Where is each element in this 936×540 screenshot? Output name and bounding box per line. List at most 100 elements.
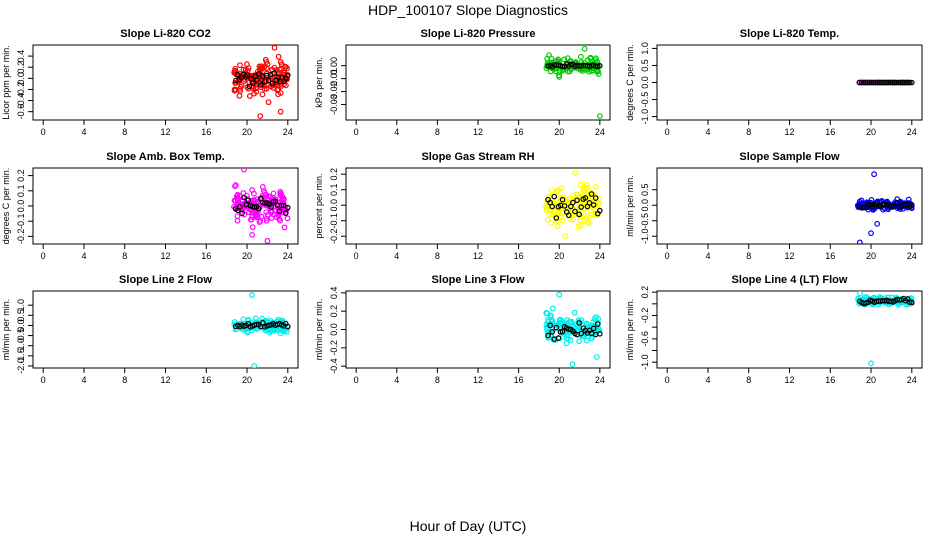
x-tick-label: 8 — [746, 375, 751, 385]
outlier-point — [271, 45, 278, 51]
reference-point — [578, 330, 585, 337]
outlier-point — [868, 230, 874, 237]
reference-point — [551, 193, 558, 200]
reference-point — [285, 323, 291, 330]
outlier-point — [569, 361, 576, 368]
x-tick-label: 20 — [866, 127, 876, 137]
y-tick-label: -0.4 — [329, 358, 339, 374]
data-point — [267, 194, 274, 200]
data-point — [282, 64, 289, 70]
reference-point — [547, 322, 553, 329]
x-tick-label: 12 — [160, 127, 170, 137]
data-point — [570, 216, 577, 223]
data-point — [278, 191, 284, 197]
y-tick-label: 0.1 — [329, 183, 339, 196]
data-point — [263, 59, 270, 65]
data-point — [561, 56, 568, 63]
reference-point — [592, 195, 599, 201]
y-tick-label: 0.00 — [329, 57, 339, 75]
x-tick-label: 24 — [595, 251, 605, 261]
data-point — [586, 68, 592, 75]
data-points — [854, 171, 915, 244]
x-tick-label: 0 — [354, 127, 359, 137]
reference-point — [239, 210, 245, 217]
y-axis-label: Licor ppm per min. — [1, 45, 11, 120]
data-points — [543, 291, 603, 368]
reference-point — [549, 329, 556, 335]
panel-title: Slope Amb. Box Temp. — [106, 151, 225, 163]
x-tick-label: 16 — [825, 127, 835, 137]
reference-point — [582, 195, 589, 201]
data-point — [237, 62, 243, 69]
panel-title: Slope Line 3 Flow — [432, 274, 525, 286]
data-point — [580, 323, 586, 329]
reference-point — [590, 325, 597, 332]
reference-point — [553, 324, 560, 331]
reference-point — [285, 72, 291, 78]
x-tick-label: 12 — [784, 127, 794, 137]
y-tick-label: 0.2 — [640, 286, 650, 299]
y-tick-label: -1.5 — [16, 348, 26, 364]
x-tick-label: 8 — [122, 127, 127, 137]
panel-title: Slope Sample Flow — [739, 151, 840, 163]
reference-point — [570, 199, 576, 206]
data-point — [577, 181, 584, 188]
y-tick-label: 0.0 — [329, 199, 339, 212]
outlier-point — [277, 108, 284, 115]
x-tick-label: 12 — [160, 375, 170, 385]
x-tick-label: 8 — [746, 127, 751, 137]
y-axis-label: ml/min per min. — [625, 175, 635, 237]
data-point — [591, 316, 598, 322]
data-point — [249, 187, 256, 193]
reference-point — [597, 207, 603, 214]
x-tick-label: 12 — [473, 127, 483, 137]
data-point — [544, 310, 551, 317]
data-point — [268, 209, 275, 216]
data-point — [589, 322, 596, 329]
reference-point — [268, 204, 274, 210]
data-point — [556, 69, 563, 76]
reference-point — [280, 202, 287, 209]
data-point — [246, 93, 253, 99]
panel-5: Slope Gas Stream RH0 4 8 12 16 20 24-0.2-0.10.… — [314, 151, 611, 261]
x-tick-label: 24 — [595, 375, 605, 385]
data-point — [249, 224, 256, 231]
reference-point — [282, 210, 289, 216]
x-tick-label: 0 — [665, 251, 670, 261]
data-point — [231, 86, 238, 93]
data-point — [571, 309, 578, 316]
x-tick-label: 24 — [283, 127, 293, 137]
reference-point — [559, 196, 566, 203]
y-axis-label: ml/min per min. — [625, 299, 635, 361]
data-point — [581, 183, 588, 190]
reference-point — [255, 205, 262, 212]
data-point — [234, 197, 241, 204]
data-point — [879, 198, 885, 205]
reference-point — [909, 201, 915, 208]
x-tick-label: 20 — [866, 375, 876, 385]
x-tick-label: 24 — [283, 375, 293, 385]
y-tick-label: 0.2 — [329, 168, 339, 181]
y-axis-label: ml/min per min. — [314, 299, 324, 361]
y-tick-label: -0.2 — [329, 228, 339, 244]
reference-point — [244, 72, 251, 79]
reference-point — [237, 204, 243, 210]
y-tick-label: -0.5 — [640, 213, 650, 229]
y-tick-label: 0.0 — [640, 199, 650, 212]
outlier-point — [556, 291, 563, 298]
reference-point — [549, 203, 556, 210]
data-point — [253, 212, 260, 219]
data-point — [265, 99, 272, 106]
data-point — [549, 211, 555, 218]
x-tick-label: 12 — [160, 251, 170, 261]
reference-point — [907, 79, 913, 86]
y-tick-label: -0.6 — [640, 331, 650, 347]
reference-point — [278, 202, 285, 209]
x-tick-label: 12 — [473, 251, 483, 261]
data-point — [596, 195, 603, 202]
reference-point — [590, 202, 597, 208]
reference-point — [258, 82, 264, 88]
x-tick-label: 16 — [825, 375, 835, 385]
x-tick-label: 20 — [242, 127, 252, 137]
